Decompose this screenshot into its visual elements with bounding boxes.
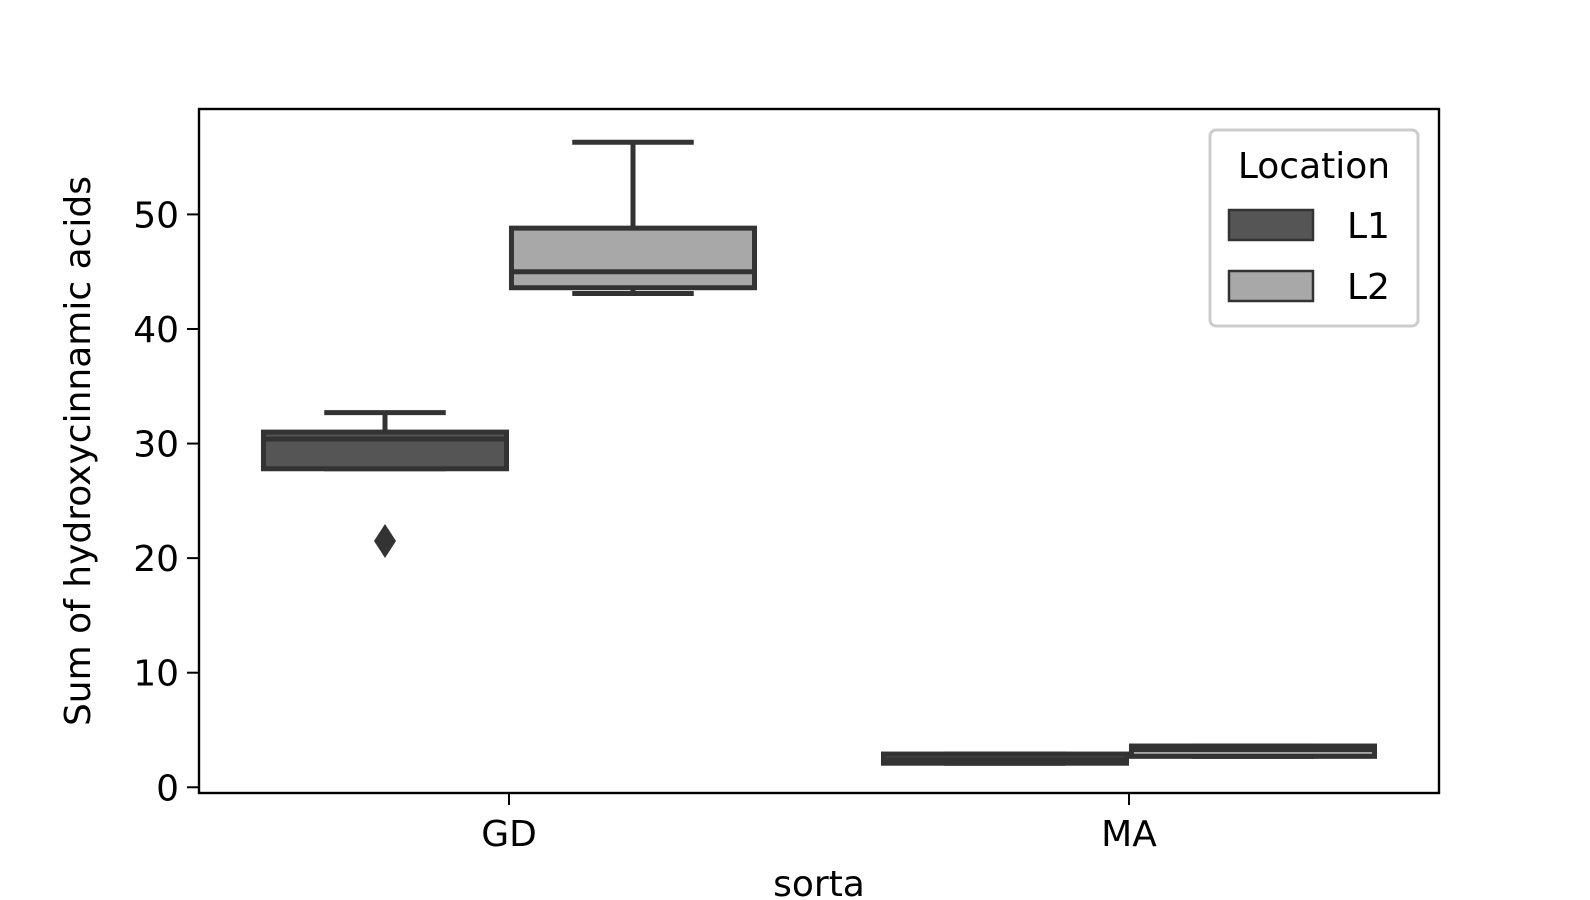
y-tick-label: 40 <box>133 310 179 351</box>
y-axis: 0 10 20 30 40 50 <box>133 195 199 809</box>
legend-label-L1: L1 <box>1347 206 1390 247</box>
x-axis: GD MA <box>481 793 1157 855</box>
legend-swatch-L1 <box>1227 208 1315 242</box>
x-axis-label: sorta <box>773 864 865 900</box>
legend-swatch-L2 <box>1227 269 1315 303</box>
outlier-point <box>374 523 396 558</box>
box-L2-GD <box>508 139 758 296</box>
box-L1-GD <box>260 410 510 558</box>
y-tick-label: 30 <box>133 425 179 466</box>
y-tick-label: 50 <box>133 195 179 236</box>
y-tick-label: 10 <box>133 654 179 695</box>
legend: Location L1 L2 <box>1208 128 1420 328</box>
box-iqr <box>508 225 758 291</box>
plot-frame <box>197 107 1441 795</box>
box-L2-MA <box>1128 743 1378 759</box>
legend-title: Location <box>1238 146 1390 187</box>
y-tick-label: 0 <box>156 768 179 809</box>
x-tick-label: GD <box>481 814 537 855</box>
legend-label-L2: L2 <box>1347 267 1390 308</box>
y-tick-label: 20 <box>133 539 179 580</box>
y-axis-label: Sum of hydroxycinnamic acids <box>58 176 99 726</box>
x-tick-label: MA <box>1101 814 1157 855</box>
plot-marks <box>260 139 1378 766</box>
box-L1-MA <box>880 751 1130 766</box>
